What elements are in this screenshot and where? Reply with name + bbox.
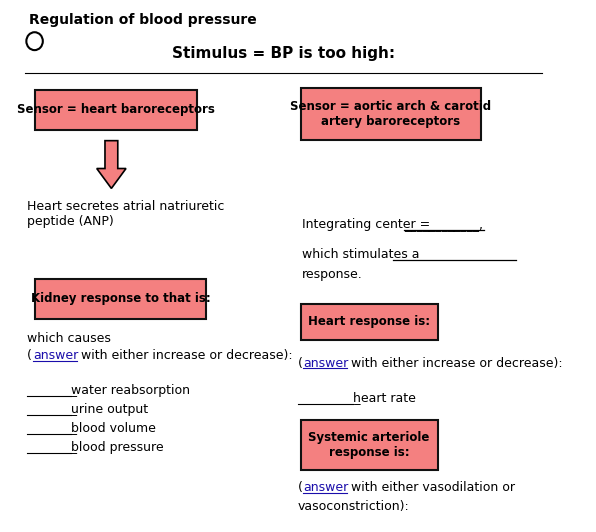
Text: answer: answer	[303, 356, 349, 370]
Text: Systemic arteriole
response is:: Systemic arteriole response is:	[309, 431, 430, 459]
Text: blood volume: blood volume	[71, 422, 156, 435]
Text: ________: ________	[27, 441, 77, 454]
FancyBboxPatch shape	[300, 304, 437, 339]
FancyBboxPatch shape	[36, 279, 206, 319]
Text: answer: answer	[33, 348, 78, 362]
Text: ________: ________	[27, 385, 77, 397]
Text: water reabsorption: water reabsorption	[71, 385, 190, 397]
Text: Heart response is:: Heart response is:	[308, 315, 430, 328]
Text: __________: __________	[298, 392, 361, 405]
Text: vasoconstriction):: vasoconstriction):	[298, 500, 409, 513]
Polygon shape	[97, 140, 126, 188]
Text: ____________,: ____________,	[404, 218, 483, 231]
Text: response.: response.	[302, 268, 362, 281]
Text: ________: ________	[27, 422, 77, 435]
FancyBboxPatch shape	[36, 90, 197, 130]
Text: Kidney response to that is:: Kidney response to that is:	[31, 292, 211, 305]
Text: Sensor = aortic arch & carotid
artery baroreceptors: Sensor = aortic arch & carotid artery ba…	[290, 100, 491, 128]
Text: which stimulates a: which stimulates a	[302, 248, 423, 261]
Text: with either increase or decrease):: with either increase or decrease):	[347, 356, 563, 370]
Text: with either increase or decrease):: with either increase or decrease):	[77, 348, 292, 362]
Text: ________________: ________________	[393, 248, 493, 261]
Text: Stimulus = BP is too high:: Stimulus = BP is too high:	[172, 46, 395, 61]
Text: (: (	[298, 356, 303, 370]
Text: with either vasodilation or: with either vasodilation or	[347, 481, 516, 494]
Text: which causes: which causes	[27, 331, 111, 345]
Text: Regulation of blood pressure: Regulation of blood pressure	[29, 13, 257, 27]
Text: (: (	[298, 481, 303, 494]
Text: Heart secretes atrial natriuretic
peptide (ANP): Heart secretes atrial natriuretic peptid…	[27, 201, 225, 228]
Text: urine output: urine output	[71, 403, 148, 416]
Text: Sensor = heart baroreceptors: Sensor = heart baroreceptors	[17, 103, 215, 117]
Text: ________: ________	[27, 403, 77, 416]
Text: answer: answer	[303, 481, 349, 494]
FancyBboxPatch shape	[300, 88, 481, 140]
Text: (: (	[27, 348, 32, 362]
Text: blood pressure: blood pressure	[71, 441, 164, 454]
Text: Integrating center =: Integrating center =	[302, 218, 430, 231]
Text: heart rate: heart rate	[353, 392, 415, 405]
FancyBboxPatch shape	[300, 420, 437, 470]
